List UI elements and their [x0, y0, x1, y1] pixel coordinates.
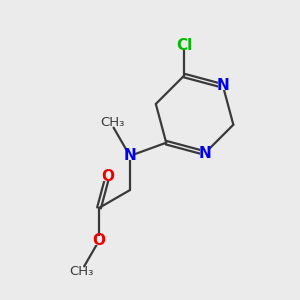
FancyBboxPatch shape	[125, 152, 135, 160]
Text: CH₃: CH₃	[69, 265, 93, 278]
Text: N: N	[217, 79, 229, 94]
Text: Cl: Cl	[176, 38, 192, 53]
FancyBboxPatch shape	[177, 41, 192, 50]
Text: N: N	[199, 146, 211, 160]
Text: N: N	[124, 148, 136, 164]
FancyBboxPatch shape	[200, 149, 210, 157]
FancyBboxPatch shape	[94, 236, 104, 245]
Text: O: O	[92, 233, 106, 248]
FancyBboxPatch shape	[218, 82, 228, 90]
Text: CH₃: CH₃	[100, 116, 124, 129]
Text: O: O	[101, 169, 114, 184]
FancyBboxPatch shape	[103, 172, 112, 181]
